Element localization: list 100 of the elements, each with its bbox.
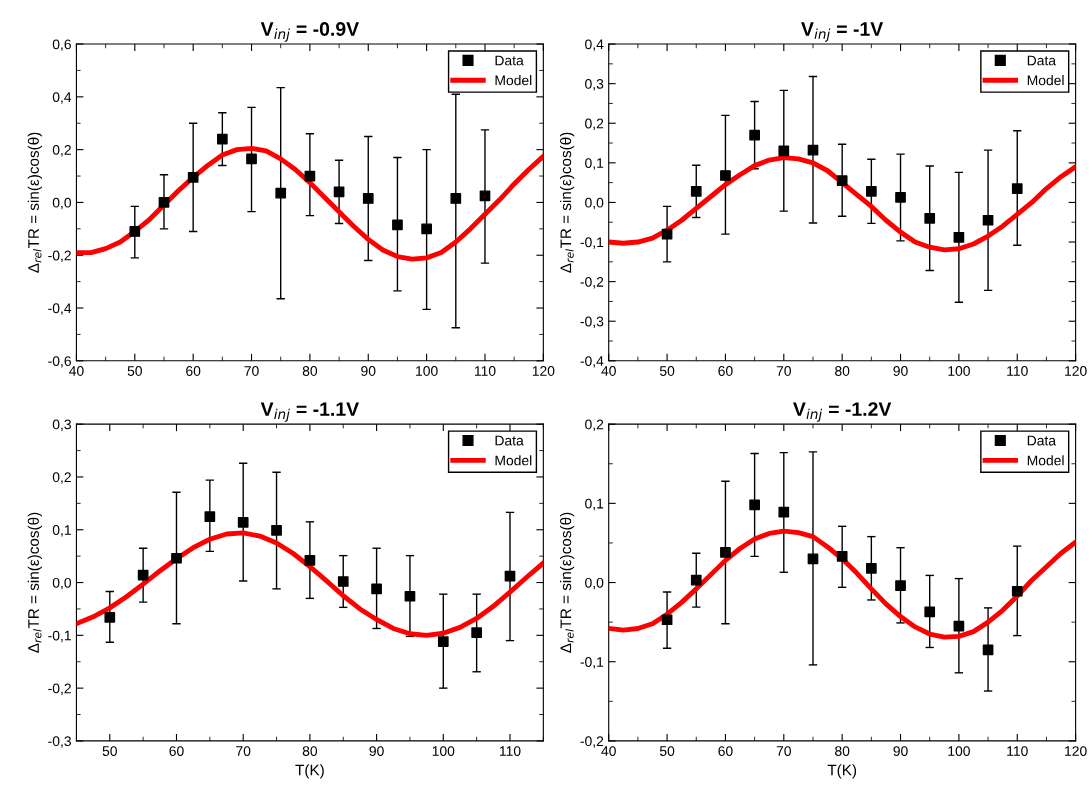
point <box>362 193 374 204</box>
y-tick-label: -0,1 <box>48 630 71 643</box>
x-tick-label: 110 <box>1007 366 1028 376</box>
x-axis-title: T(K) <box>827 764 857 779</box>
y-tick-label: 0,0 <box>52 197 72 210</box>
line-series <box>76 530 544 638</box>
point <box>720 547 731 558</box>
point <box>778 145 790 157</box>
y-tick-label: -0,4 <box>580 356 604 368</box>
y-tick-label: 0,4 <box>585 39 604 51</box>
point <box>471 627 482 639</box>
y-tick-label: -0,2 <box>580 736 604 748</box>
point <box>1011 183 1023 194</box>
point <box>690 185 702 197</box>
x-tick-label: 40 <box>601 746 616 756</box>
point <box>371 583 382 595</box>
point <box>778 506 790 518</box>
point <box>749 129 760 141</box>
x-tick-label: 60 <box>718 746 733 756</box>
point <box>304 555 316 566</box>
legend-label: Model <box>1027 75 1064 86</box>
chart-title: V$_{inj}$ = -1.1V <box>260 402 359 422</box>
point <box>895 580 906 592</box>
point <box>404 590 416 602</box>
point <box>204 511 216 522</box>
y-axis-title: Δ$_{rel}$TR = sin(ε)cos(θ) <box>560 132 575 273</box>
point <box>690 574 702 586</box>
point <box>836 551 848 562</box>
point <box>807 553 819 565</box>
x-tick-label: 120 <box>1065 746 1087 756</box>
x-tick-label: 70 <box>776 366 791 376</box>
y-tick-label: -0,2 <box>48 683 71 695</box>
legend-label: Model <box>495 75 532 86</box>
x-tick-label: 70 <box>776 746 791 756</box>
line-series <box>608 528 1076 640</box>
y-tick-label: 0,0 <box>585 197 604 210</box>
x-tick-label: 100 <box>416 366 438 376</box>
y-tick-label: 0,2 <box>585 118 604 131</box>
x-tick-label: 100 <box>948 746 970 756</box>
x-tick-label: 120 <box>532 366 555 376</box>
point <box>104 612 116 623</box>
x-tick-label: 80 <box>835 746 850 756</box>
x-tick-label: 110 <box>474 366 496 376</box>
point <box>246 153 257 165</box>
point <box>216 133 228 145</box>
y-tick-label: 0,6 <box>52 39 71 51</box>
x-tick-label: 40 <box>601 366 616 376</box>
y-tick-label: 0,3 <box>585 78 604 91</box>
x-tick-label: 90 <box>893 366 908 376</box>
y-tick-label: -0,3 <box>48 736 71 748</box>
x-tick-label: 50 <box>102 746 117 756</box>
x-tick-label: 70 <box>236 746 251 756</box>
y-tick-label: 0,1 <box>585 498 604 511</box>
x-tick-label: 50 <box>659 366 675 376</box>
x-tick-label: 90 <box>893 746 908 756</box>
x-axis-title: T(K) <box>295 764 324 779</box>
x-tick-label: 100 <box>948 366 970 376</box>
point <box>661 614 673 626</box>
point <box>895 191 906 203</box>
chart-title: V$_{inj}$ = -1.2V <box>793 402 892 422</box>
point <box>158 197 170 208</box>
y-tick-label: -0,3 <box>580 316 604 329</box>
point <box>836 175 848 187</box>
x-tick-label: 70 <box>244 366 259 376</box>
y-tick-label: -0,1 <box>580 657 604 669</box>
line-series <box>76 145 544 262</box>
x-tick-label: 110 <box>1007 746 1028 756</box>
point <box>807 144 819 156</box>
point <box>392 219 403 231</box>
y-tick-label: -0,2 <box>580 276 604 289</box>
point <box>437 636 449 648</box>
y-axis-title: Δ$_{rel}$TR = sin(ε)cos(θ) <box>27 132 42 273</box>
point <box>337 576 349 587</box>
x-tick-label: 40 <box>69 366 84 376</box>
point <box>749 499 760 511</box>
point <box>137 569 149 581</box>
y-tick-label: 0,0 <box>585 577 604 590</box>
x-tick-label: 50 <box>127 366 142 376</box>
y-tick-label: 0,2 <box>585 419 604 431</box>
point <box>1011 585 1023 597</box>
point <box>129 226 141 237</box>
legend-label: Data <box>495 435 524 446</box>
y-tick-label: -0,6 <box>48 356 71 368</box>
point <box>450 193 462 204</box>
x-tick-label: 80 <box>302 746 318 756</box>
chart-title: V$_{inj}$ = -1V <box>801 22 884 42</box>
x-tick-label: 60 <box>718 366 733 376</box>
point <box>982 214 994 226</box>
x-tick-label: 50 <box>659 746 675 756</box>
y-tick-label: 0,2 <box>52 144 71 157</box>
legend-label: Data <box>1027 55 1057 66</box>
x-tick-label: 100 <box>432 746 455 756</box>
legend-label: Model <box>1027 455 1064 466</box>
y-tick-label: 0,1 <box>585 158 604 170</box>
legend-label: Data <box>1027 435 1057 446</box>
x-tick-label: 90 <box>369 746 384 756</box>
y-tick-label: -0,1 <box>580 237 604 249</box>
y-tick-label: 0,0 <box>52 577 72 590</box>
y-tick-label: -0,4 <box>48 303 72 315</box>
y-tick-label: 0,4 <box>52 92 72 104</box>
